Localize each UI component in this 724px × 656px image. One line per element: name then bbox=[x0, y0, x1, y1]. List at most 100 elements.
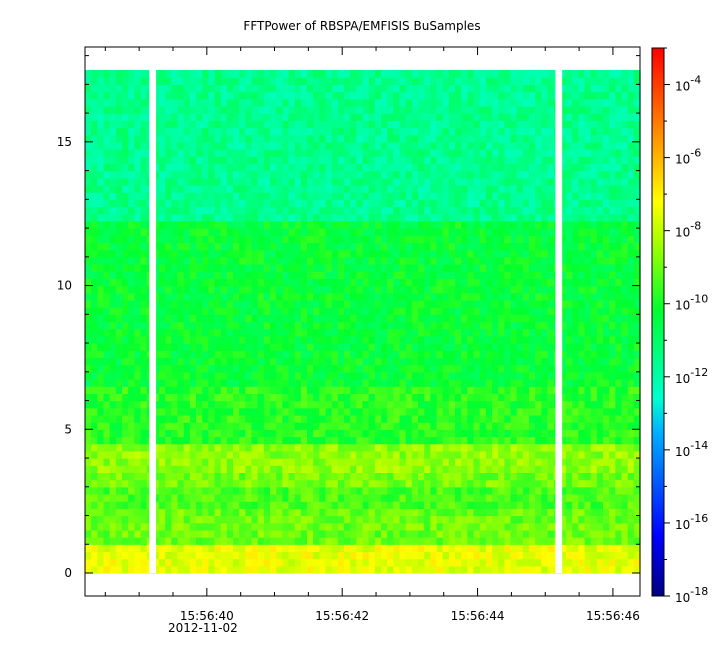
heatmap-cell bbox=[418, 357, 425, 366]
heatmap-cell bbox=[288, 357, 296, 366]
heatmap-cell bbox=[122, 378, 129, 387]
heatmap-cell bbox=[103, 242, 111, 251]
heatmap-cell bbox=[122, 307, 129, 315]
heatmap-cell bbox=[529, 378, 536, 387]
heatmap-cell bbox=[134, 206, 142, 215]
heatmap-cell bbox=[294, 350, 302, 359]
heatmap-cell bbox=[307, 479, 314, 488]
heatmap-cell bbox=[578, 357, 586, 366]
heatmap-cell bbox=[331, 465, 339, 474]
heatmap-cell bbox=[596, 307, 604, 315]
heatmap-cell bbox=[405, 558, 413, 567]
heatmap-cell bbox=[362, 292, 370, 301]
heatmap-cell bbox=[226, 220, 234, 229]
heatmap-cell bbox=[473, 558, 481, 567]
heatmap-cell bbox=[479, 508, 487, 517]
heatmap-cell bbox=[368, 501, 376, 509]
heatmap-cell bbox=[239, 378, 246, 387]
heatmap-cell bbox=[183, 192, 191, 200]
heatmap-cell bbox=[233, 256, 240, 265]
heatmap-cell bbox=[430, 235, 438, 244]
heatmap-cell bbox=[522, 486, 530, 495]
heatmap-cell bbox=[627, 479, 635, 488]
heatmap-cell bbox=[85, 371, 92, 380]
heatmap-cell bbox=[393, 436, 401, 445]
heatmap-cell bbox=[455, 378, 462, 387]
heatmap-cell bbox=[245, 378, 253, 387]
heatmap-cell bbox=[411, 479, 419, 488]
heatmap-cell bbox=[233, 465, 240, 474]
heatmap-cell bbox=[510, 537, 518, 545]
heatmap-cell bbox=[442, 343, 450, 351]
heatmap-cell bbox=[350, 515, 357, 524]
heatmap-cell bbox=[547, 465, 555, 474]
heatmap-cell bbox=[399, 458, 407, 466]
heatmap-cell bbox=[578, 493, 586, 502]
heatmap-cell bbox=[208, 343, 216, 351]
heatmap-cell bbox=[541, 479, 549, 488]
heatmap-cell bbox=[196, 307, 203, 315]
heatmap-cell bbox=[331, 184, 339, 193]
heatmap-cell bbox=[442, 213, 450, 222]
heatmap-cell bbox=[424, 307, 431, 315]
heatmap-cell bbox=[85, 249, 92, 258]
heatmap-cell bbox=[263, 450, 271, 459]
heatmap-cell bbox=[257, 508, 265, 517]
heatmap-cell bbox=[288, 422, 296, 430]
heatmap-cell bbox=[504, 292, 512, 301]
heatmap-cell bbox=[603, 529, 610, 538]
heatmap-cell bbox=[510, 242, 518, 251]
heatmap-cell bbox=[276, 407, 283, 416]
heatmap-cell bbox=[313, 479, 320, 488]
heatmap-cell bbox=[393, 357, 401, 366]
heatmap-cell bbox=[498, 350, 505, 359]
heatmap-cell bbox=[196, 335, 203, 344]
heatmap-cell bbox=[522, 307, 530, 315]
heatmap-cell bbox=[276, 501, 283, 509]
heatmap-cell bbox=[307, 364, 314, 373]
heatmap-cell bbox=[374, 422, 382, 430]
heatmap-cell bbox=[177, 213, 185, 222]
heatmap-cell bbox=[294, 220, 302, 229]
heatmap-cell bbox=[393, 206, 401, 215]
heatmap-cell bbox=[485, 422, 493, 430]
heatmap-cell bbox=[325, 407, 333, 416]
heatmap-cell bbox=[436, 192, 444, 200]
heatmap-cell bbox=[300, 307, 308, 315]
heatmap-cell bbox=[584, 271, 592, 279]
heatmap-cell bbox=[596, 228, 604, 236]
heatmap-cell bbox=[103, 278, 111, 287]
heatmap-cell bbox=[578, 206, 586, 215]
heatmap-cell bbox=[448, 256, 456, 265]
heatmap-cell bbox=[448, 335, 456, 344]
heatmap-cell bbox=[590, 515, 598, 524]
heatmap-cell bbox=[319, 192, 327, 200]
heatmap-cell bbox=[159, 307, 166, 315]
heatmap-cell bbox=[572, 465, 579, 474]
heatmap-cell bbox=[590, 529, 598, 538]
heatmap-cell bbox=[424, 400, 431, 409]
heatmap-cell bbox=[633, 551, 641, 560]
heatmap-cell bbox=[424, 407, 431, 416]
heatmap-cell bbox=[633, 565, 641, 574]
heatmap-cell bbox=[411, 422, 419, 430]
heatmap-cell bbox=[307, 343, 314, 351]
heatmap-cell bbox=[159, 443, 166, 452]
heatmap-cell bbox=[257, 292, 265, 301]
heatmap-cell bbox=[325, 508, 333, 517]
heatmap-cell bbox=[405, 450, 413, 459]
heatmap-cell bbox=[344, 256, 351, 265]
heatmap-cell bbox=[196, 414, 203, 423]
heatmap-cell bbox=[165, 529, 172, 538]
heatmap-cell bbox=[337, 537, 345, 545]
heatmap-cell bbox=[455, 199, 462, 208]
heatmap-cell bbox=[171, 335, 179, 344]
heatmap-cell bbox=[584, 199, 592, 208]
heatmap-cell bbox=[97, 429, 105, 438]
heatmap-cell bbox=[461, 551, 468, 560]
heatmap-cell bbox=[633, 350, 641, 359]
heatmap-cell bbox=[566, 472, 573, 481]
heatmap-cell bbox=[362, 479, 370, 488]
heatmap-cell bbox=[590, 501, 598, 509]
heatmap-cell bbox=[325, 307, 333, 315]
